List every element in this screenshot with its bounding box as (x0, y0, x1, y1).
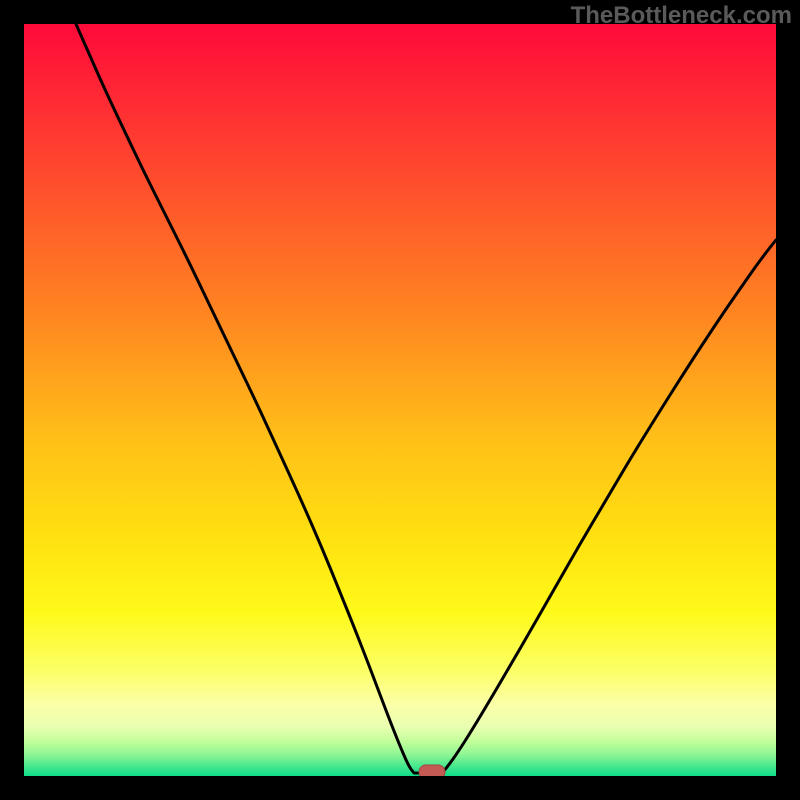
chart-container: TheBottleneck.com (0, 0, 800, 800)
optimal-marker (419, 765, 445, 776)
bottleneck-curve (76, 24, 776, 773)
plot-area (24, 24, 776, 776)
watermark-text: TheBottleneck.com (571, 2, 792, 30)
curve-svg (24, 24, 776, 776)
